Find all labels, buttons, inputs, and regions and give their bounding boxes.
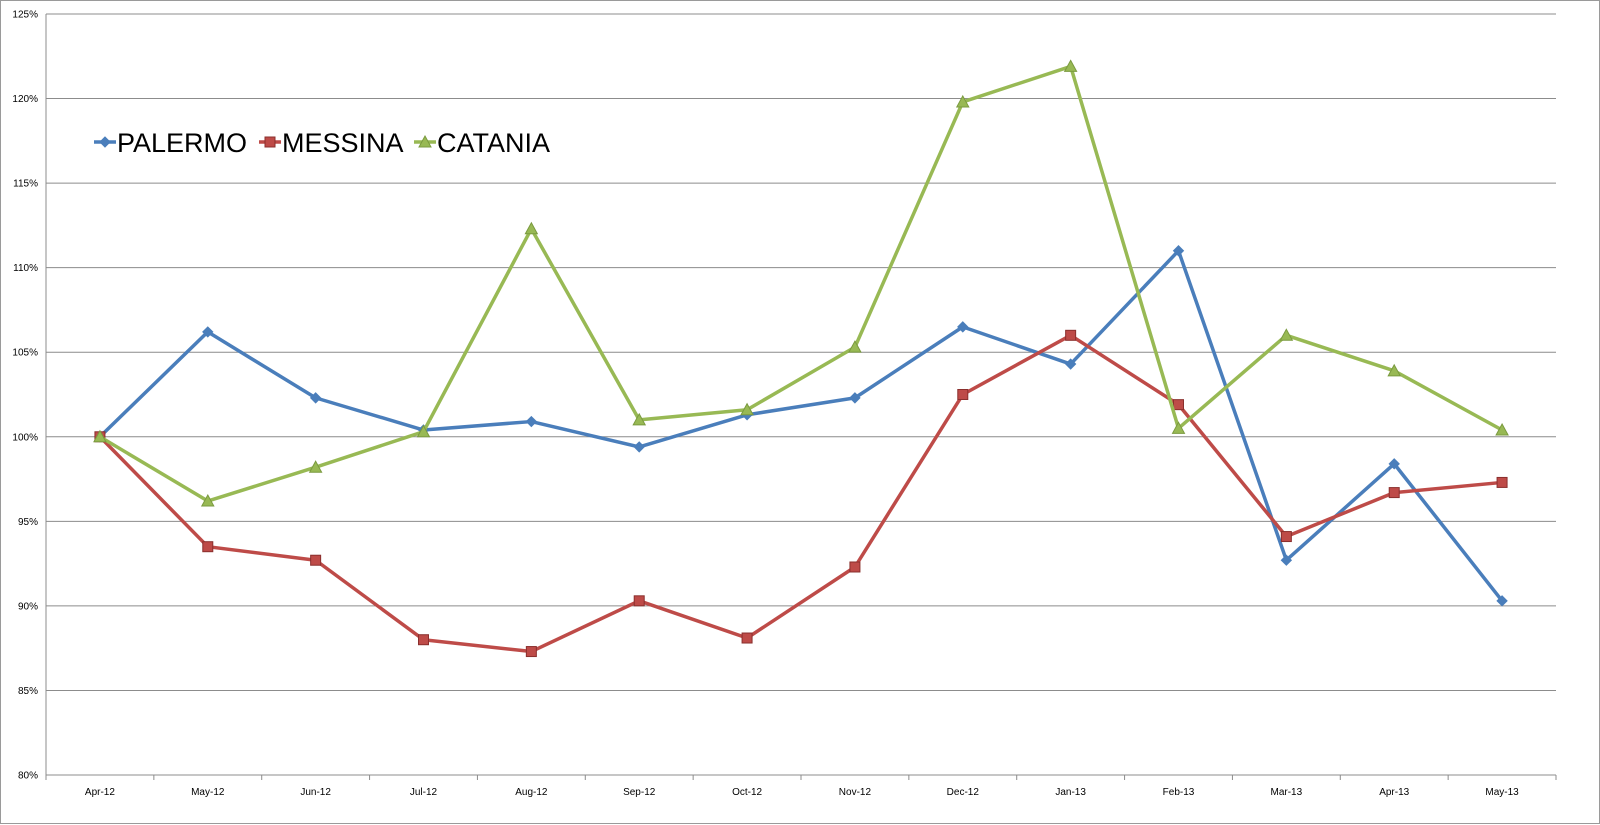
y-tick-label: 115% [13,179,38,190]
legend-label-catania: CATANIA [437,128,550,158]
y-tick-label: 85% [18,686,38,697]
x-axis: Apr-12 May-12 Jun-12 Jul-12 Aug-12 Sep-12 Oct-… [45,774,1557,798]
y-tick-label: 90% [18,601,38,612]
data-point-messina [418,634,429,646]
x-tick-label: Jul-12 [410,787,438,798]
data-point-catania [1387,363,1402,377]
data-point-palermo [849,392,861,404]
x-tick-label: Apr-13 [1379,787,1409,798]
y-axis: 80% 85% 90% 95% 100% 105% 110% 115% 120% 125% [12,10,47,782]
gridlines [46,13,1556,776]
data-point-messina [525,646,537,658]
data-point-messina [1065,329,1077,341]
x-tick-label: Sep-12 [623,787,656,798]
series-line-messina [98,333,1503,654]
data-point-catania [200,493,215,507]
data-point-catania [308,460,323,473]
y-tick-label: 125% [12,10,38,21]
y-tick-label: 100% [12,432,38,443]
data-point-palermo [202,326,214,338]
data-point-messina [1496,476,1508,488]
data-point-catania [416,424,431,438]
data-point-messina [1280,531,1292,543]
x-tick-label: Oct-12 [732,787,762,798]
data-point-catania [632,412,647,426]
data-point-messina [1388,487,1400,499]
data-point-palermo [1172,245,1185,257]
x-tick-label: Dec-12 [947,787,980,798]
legend-marker-catania [418,134,432,148]
data-point-palermo [525,415,538,428]
data-point-messina [849,561,861,573]
data-point-palermo [1064,358,1077,370]
data-point-catania [955,94,970,108]
y-tick-label: 95% [18,517,38,528]
data-point-palermo [309,392,322,404]
data-point-catania [1171,421,1186,434]
legend-label-messina: MESSINA [282,128,404,158]
legend-marker-messina [264,136,276,148]
data-point-catania [93,429,107,443]
y-tick-label: 80% [18,771,38,782]
data-point-catania [740,402,754,416]
data-point-palermo [633,441,645,453]
x-tick-label: Nov-12 [839,787,872,798]
series-group [93,59,1509,658]
x-tick-label: Feb-13 [1163,787,1195,798]
x-tick-label: Jun-12 [300,787,331,798]
data-point-catania [1279,328,1294,341]
legend-label-palermo: PALERMO [117,128,247,158]
data-point-messina [633,595,645,607]
data-point-palermo [1496,595,1508,607]
legend: PALERMO MESSINA CATANIA [94,128,550,158]
data-point-catania [848,340,862,353]
data-point-palermo [957,321,969,333]
data-point-messina [957,389,969,400]
series-line-palermo [98,249,1504,602]
data-point-palermo [1280,554,1293,566]
data-point-catania [524,221,539,235]
data-point-messina [202,541,214,553]
x-tick-label: Aug-12 [515,787,548,798]
legend-marker-palermo [99,136,111,148]
data-point-messina [741,632,753,644]
x-tick-label: May-12 [191,787,225,798]
data-point-messina [310,554,322,566]
data-point-messina [1173,399,1184,411]
data-point-catania [1495,422,1509,436]
series-line-catania [99,64,1503,503]
y-tick-label: 120% [12,94,38,105]
x-tick-label: May-13 [1485,787,1519,798]
x-tick-label: Jan-13 [1055,787,1086,798]
data-point-palermo [1388,458,1400,470]
y-tick-label: 110% [13,263,38,274]
x-tick-label: Apr-12 [85,787,115,798]
data-point-catania [1063,59,1078,72]
x-tick-label: Mar-13 [1271,787,1303,798]
y-tick-label: 105% [12,348,38,359]
